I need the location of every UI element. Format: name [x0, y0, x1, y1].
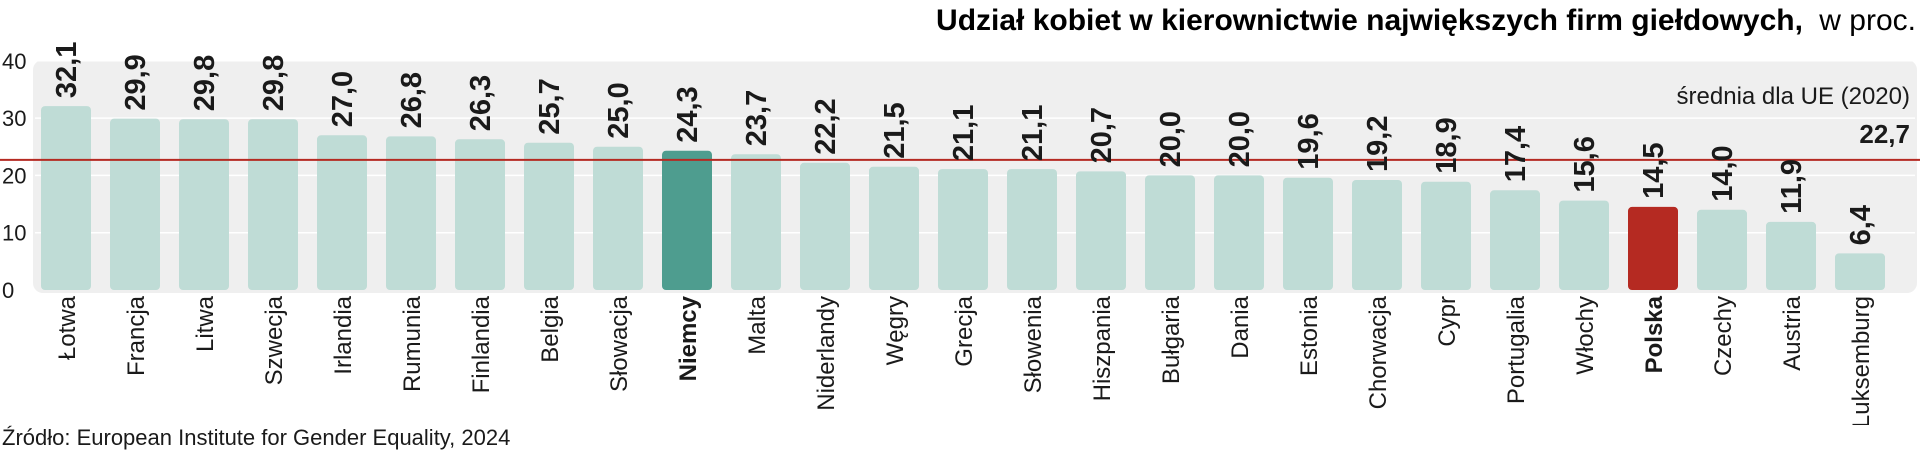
y-axis: 0 10 20 30 40	[2, 49, 26, 303]
y-tick-label: 0	[2, 278, 14, 303]
bar	[248, 119, 298, 290]
category-label: Polska	[1641, 295, 1668, 373]
value-label: 14,0	[1707, 145, 1739, 201]
bar	[1283, 177, 1333, 290]
category-label: Niemcy	[675, 295, 702, 381]
bar	[1421, 181, 1471, 290]
category-label: Irlandia	[330, 295, 357, 374]
bar	[1007, 169, 1057, 290]
category-label: Litwa	[192, 295, 219, 352]
bar	[938, 169, 988, 290]
value-labels: 32,1 29,9 29,8 29,8 27,0 26,8 26,3 25,7 25,0 24,3…	[51, 42, 1877, 246]
value-label: 17,4	[1500, 126, 1532, 182]
bar	[1490, 190, 1540, 290]
value-label: 20,0	[1155, 111, 1187, 167]
chart-title-unit: w proc.	[1818, 4, 1916, 37]
y-tick-label: 20	[2, 163, 26, 188]
category-label: Łotwa	[54, 295, 81, 360]
bar	[41, 106, 91, 290]
category-label: Chorwacja	[1365, 295, 1392, 409]
bar	[800, 162, 850, 290]
category-label: Węgry	[882, 296, 909, 365]
source-note: Źródło: European Institute for Gender Eq…	[2, 425, 511, 450]
category-label: Czechy	[1710, 296, 1737, 376]
bar	[386, 136, 436, 290]
eu-average-label: średnia dla UE (2020)	[1677, 83, 1910, 110]
bar	[869, 166, 919, 290]
value-label: 24,3	[672, 86, 704, 142]
category-label: Estonia	[1296, 295, 1323, 376]
category-label: Rumunia	[399, 295, 426, 392]
chart-title: Udział kobiet w kierownictwie największy…	[936, 4, 1916, 37]
value-label: 11,9	[1776, 159, 1808, 214]
category-label: Słowacja	[606, 295, 633, 392]
y-tick-label: 30	[2, 106, 26, 131]
category-label: Malta	[744, 295, 771, 354]
bar	[1697, 209, 1747, 290]
value-label: 20,0	[1224, 111, 1256, 167]
bar	[1214, 175, 1264, 290]
bar	[179, 119, 229, 290]
category-label: Belgia	[537, 295, 564, 362]
category-label: Hiszpania	[1089, 295, 1116, 401]
category-label: Luksemburg	[1848, 296, 1875, 425]
bar	[1628, 206, 1678, 290]
value-label: 15,6	[1569, 136, 1601, 192]
bars	[41, 106, 1885, 290]
bar	[731, 154, 781, 290]
bar	[1766, 221, 1816, 290]
category-label: Dania	[1227, 295, 1254, 358]
bar	[1559, 200, 1609, 290]
category-label: Niderlandy	[813, 296, 840, 411]
category-label: Grecja	[951, 295, 978, 366]
value-label: 20,7	[1086, 107, 1118, 163]
category-labels: Łotwa Francja Litwa Szwecja Irlandia Rumunia F…	[54, 295, 1875, 425]
y-tick-label: 10	[2, 221, 26, 246]
value-label: 14,5	[1638, 142, 1670, 198]
bar-chart: 0 10 20 30 40 średnia dla UE (2020) 22,7 32,…	[0, 4, 1920, 425]
bar	[317, 135, 367, 290]
bar	[1835, 253, 1885, 290]
y-tick-label: 40	[2, 49, 26, 74]
value-label: 22,2	[810, 98, 842, 154]
bar	[110, 118, 160, 290]
category-label: Szwecja	[261, 295, 288, 385]
category-label: Słowenia	[1020, 295, 1047, 393]
category-label: Finlandia	[468, 295, 495, 393]
value-label: 32,1	[51, 42, 83, 98]
category-label: Cypr	[1434, 296, 1461, 347]
value-label: 29,9	[120, 54, 152, 110]
bar	[593, 146, 643, 290]
value-label: 26,8	[396, 72, 428, 128]
bar	[1352, 179, 1402, 290]
value-label: 29,8	[258, 55, 290, 111]
category-label: Austria	[1779, 295, 1806, 370]
value-label: 19,6	[1293, 113, 1325, 169]
bar	[662, 150, 712, 290]
category-label: Francja	[123, 295, 150, 376]
bar	[524, 142, 574, 290]
value-label: 23,7	[741, 90, 773, 146]
category-label: Portugalia	[1503, 295, 1530, 404]
eu-average-value: 22,7	[1859, 119, 1910, 149]
value-label: 29,8	[189, 55, 221, 111]
bar	[455, 139, 505, 290]
value-label: 21,5	[879, 102, 911, 158]
bar	[1076, 171, 1126, 290]
value-label: 26,3	[465, 75, 497, 131]
value-label: 21,1	[948, 105, 980, 161]
value-label: 18,9	[1431, 117, 1463, 173]
value-label: 25,7	[534, 78, 566, 134]
value-label: 19,2	[1362, 116, 1394, 172]
value-label: 21,1	[1017, 105, 1049, 161]
category-label: Włochy	[1572, 296, 1599, 375]
chart-title-main: Udział kobiet w kierownictwie największy…	[936, 4, 1803, 37]
category-label: Bułgaria	[1158, 295, 1185, 384]
value-label: 6,4	[1845, 205, 1877, 245]
value-label: 27,0	[327, 71, 359, 127]
bar	[1145, 175, 1195, 290]
value-label: 25,0	[603, 82, 635, 138]
